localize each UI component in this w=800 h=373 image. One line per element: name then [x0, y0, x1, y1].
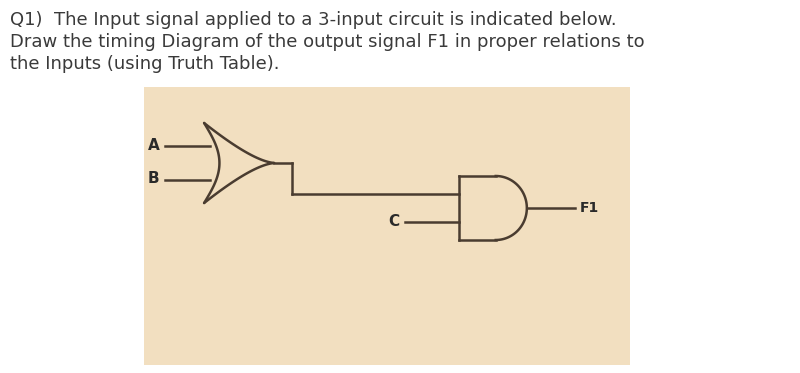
Text: Draw the timing Diagram of the output signal F1 in proper relations to: Draw the timing Diagram of the output si…	[10, 33, 644, 51]
Text: Q1)  The Input signal applied to a 3-input circuit is indicated below.: Q1) The Input signal applied to a 3-inpu…	[10, 11, 616, 29]
Text: C: C	[388, 214, 399, 229]
Text: F1: F1	[579, 201, 598, 215]
Text: the Inputs (using Truth Table).: the Inputs (using Truth Table).	[10, 55, 279, 73]
Text: B: B	[148, 171, 159, 186]
Bar	[144, 87, 630, 365]
Text: A: A	[148, 138, 159, 153]
